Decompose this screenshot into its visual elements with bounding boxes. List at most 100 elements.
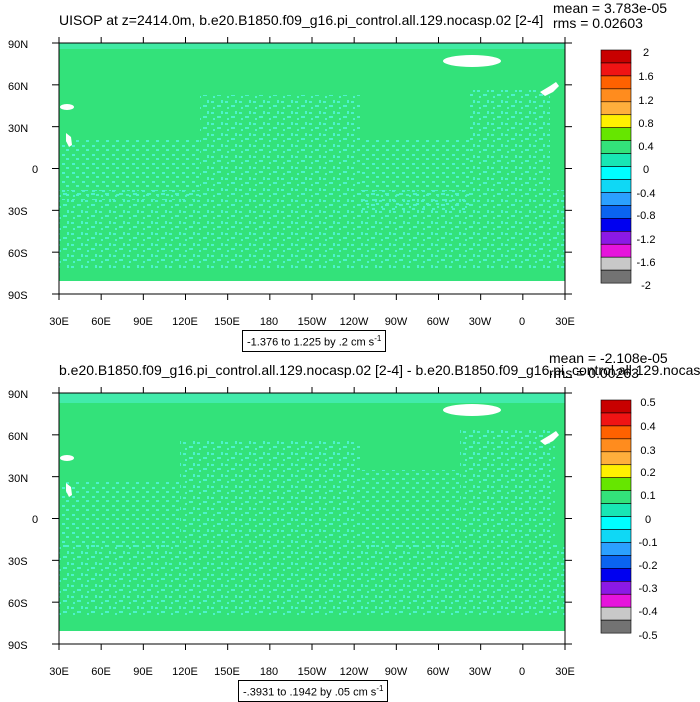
- colorbar-label: -0.5: [639, 630, 658, 642]
- lon-label: 90W: [385, 316, 408, 328]
- colorbar-swatch: [600, 555, 632, 569]
- mean-stat: mean = 3.783e-05: [553, 0, 667, 16]
- colorbar-swatch: [600, 503, 632, 517]
- colorbar-label: -0.3: [639, 583, 658, 595]
- lon-label: 150W: [298, 316, 327, 328]
- colorbar-label: 1.6: [638, 71, 653, 83]
- contour-range-box: -1.376 to 1.225 by .2 cm s-1: [242, 330, 387, 352]
- colorbar-swatch: [600, 243, 632, 258]
- lat-label: 90N: [8, 389, 28, 401]
- colorbar-swatch: [600, 127, 632, 141]
- colorbar-label: 2: [643, 47, 649, 59]
- map-field: [59, 43, 565, 294]
- lon-labels: 30E 60E 90E 120E 150E 180 150W 120W 90W …: [49, 666, 575, 678]
- colorbar-swatch: [600, 269, 632, 284]
- lat-label: 30N: [8, 123, 28, 135]
- colorbar-label: 0.5: [640, 397, 655, 409]
- lon-label: 150E: [214, 316, 240, 328]
- lon-label: 0: [519, 316, 525, 328]
- colorbar-label: 0.1: [640, 490, 655, 502]
- colorbar-swatch: [600, 218, 632, 232]
- lat-label: 30S: [8, 206, 28, 218]
- colorbar-swatch: [600, 75, 632, 90]
- panel-title: UISOP at z=2414.0m, b.e20.B1850.f09_g16.…: [59, 12, 543, 28]
- colorbar-label: -0.2: [639, 560, 658, 572]
- axis-ticks: [52, 37, 572, 300]
- lon-label: 120W: [340, 316, 369, 328]
- colorbar-label: -1.6: [637, 257, 656, 269]
- colorbar-swatch: [600, 516, 632, 530]
- lon-label: 90W: [385, 666, 408, 678]
- lat-label: 0: [32, 164, 38, 176]
- panel-top: UISOP at z=2414.0m, b.e20.B1850.f09_g16.…: [8, 0, 667, 328]
- mean-stat: mean = -2.108e-05: [549, 350, 668, 366]
- colorbar-swatch: [600, 438, 632, 453]
- colorbar-swatch: [600, 606, 632, 621]
- colorbar-labels: 2 1.6 1.2 0.8 0.4 0 -0.4 -0.8 -1.2 -1.6 …: [637, 47, 656, 292]
- colorbar-swatch: [600, 451, 632, 466]
- colorbar-swatch: [600, 49, 632, 64]
- colorbar-swatch: [600, 256, 632, 271]
- colorbar-swatch: [600, 166, 632, 180]
- lat-label: 0: [32, 514, 38, 526]
- colorbar-swatch: [600, 179, 632, 193]
- colorbar-swatch: [600, 412, 632, 427]
- lat-labels: 90N 60N 30N 0 30S 60S 90S: [8, 389, 38, 652]
- colorbar-swatch: [600, 399, 632, 414]
- lon-label: 60E: [91, 316, 111, 328]
- lon-label: 30W: [469, 316, 492, 328]
- lat-label: 60N: [8, 431, 28, 443]
- lon-label: 180: [260, 666, 278, 678]
- lon-label: 150E: [214, 666, 240, 678]
- lat-label: 60S: [8, 598, 28, 610]
- lon-label: 30E: [49, 316, 69, 328]
- colorbar-label: 0.4: [638, 141, 653, 153]
- lat-label: 60S: [8, 248, 28, 260]
- colorbar-label: -0.4: [637, 188, 656, 200]
- lon-label: 180: [260, 316, 278, 328]
- colorbar-swatch: [600, 425, 632, 440]
- lat-label: 30N: [8, 473, 28, 485]
- colorbar-swatch: [600, 101, 632, 116]
- colorbar-swatch: [600, 619, 632, 634]
- panel-title: b.e20.B1850.f09_g16.pi_control.all.129.n…: [59, 362, 700, 378]
- lon-label: 30E: [49, 666, 69, 678]
- contour-range-unit-exponent: -1: [376, 684, 384, 693]
- lat-label: 60N: [8, 81, 28, 93]
- lat-label: 90S: [8, 290, 28, 302]
- colorbar-swatch: [600, 464, 632, 478]
- contour-range-text: -.3931 to .1942 by .05 cm s: [243, 686, 377, 699]
- lon-label: 30E: [555, 316, 575, 328]
- colorbar-swatch: [600, 114, 632, 128]
- colorbar-label: 0.2: [640, 467, 655, 479]
- colorbar-swatch: [600, 490, 632, 504]
- lon-label: 30W: [469, 666, 492, 678]
- lon-label: 60E: [91, 666, 111, 678]
- map-field: [59, 393, 565, 644]
- lon-label: 120E: [172, 316, 198, 328]
- lon-label: 90E: [133, 666, 153, 678]
- lon-label: 120W: [340, 666, 369, 678]
- colorbar-label: 0: [643, 164, 649, 176]
- colorbar-label: 0.4: [640, 421, 655, 433]
- colorbar: [600, 399, 632, 634]
- lon-label: 90E: [133, 316, 153, 328]
- colorbar-swatch: [600, 88, 632, 103]
- colorbar-swatch: [600, 580, 632, 595]
- colorbar-label: -2: [641, 280, 651, 292]
- colorbar-swatch: [600, 192, 632, 206]
- contour-range-unit-exponent: -1: [374, 334, 382, 343]
- colorbar-swatch: [600, 568, 632, 582]
- colorbar-labels: 0.5 0.4 0.3 0.2 0.1 0 -0.1 -0.2 -0.3 -0.…: [639, 397, 658, 642]
- lon-label: 120E: [172, 666, 198, 678]
- colorbar-label: 0.8: [638, 118, 653, 130]
- lon-label: 0: [519, 666, 525, 678]
- lon-label: 60W: [427, 666, 450, 678]
- colorbar-label: -0.1: [639, 537, 658, 549]
- colorbar-label: -0.8: [637, 210, 656, 222]
- lat-labels: 90N 60N 30N 0 30S 60S 90S: [8, 39, 38, 302]
- rms-stat: rms = 0.00263: [549, 365, 639, 381]
- colorbar-swatch: [600, 153, 632, 167]
- lon-labels: 30E 60E 90E 120E 150E 180 150W 120W 90W …: [49, 316, 575, 328]
